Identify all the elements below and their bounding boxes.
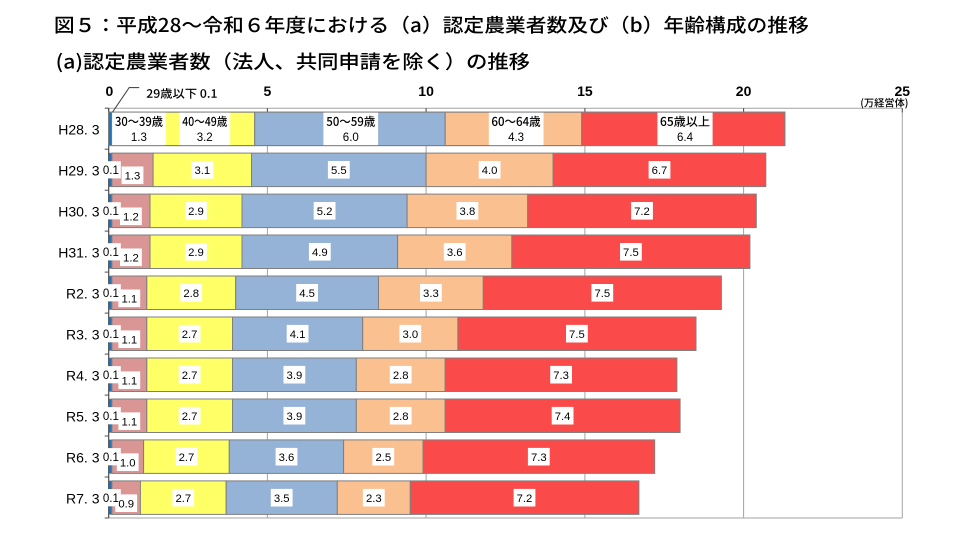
svg-text:R2. 3: R2. 3 — [66, 286, 100, 302]
svg-text:2.7: 2.7 — [179, 452, 195, 464]
svg-text:2.7: 2.7 — [182, 370, 198, 382]
svg-text:0.1: 0.1 — [103, 247, 119, 259]
svg-text:0.9: 0.9 — [118, 498, 134, 510]
svg-text:4.1: 4.1 — [290, 329, 306, 341]
svg-text:3.9: 3.9 — [287, 411, 303, 423]
svg-text:15: 15 — [577, 83, 593, 99]
svg-text:2.9: 2.9 — [188, 247, 204, 259]
svg-text:1.3: 1.3 — [131, 132, 147, 144]
svg-text:7.3: 7.3 — [553, 370, 569, 382]
svg-text:1.1: 1.1 — [121, 334, 137, 346]
svg-text:4.3: 4.3 — [508, 132, 524, 144]
svg-text:2.8: 2.8 — [393, 370, 409, 382]
svg-text:R3. 3: R3. 3 — [66, 326, 100, 342]
svg-text:3.5: 3.5 — [274, 493, 290, 505]
svg-text:1.1: 1.1 — [121, 416, 137, 428]
svg-text:R5. 3: R5. 3 — [66, 408, 100, 424]
svg-text:1.2: 1.2 — [123, 212, 139, 224]
svg-text:2.8: 2.8 — [393, 411, 409, 423]
svg-text:3.0: 3.0 — [402, 329, 418, 341]
svg-text:3.9: 3.9 — [287, 370, 303, 382]
svg-text:3.8: 3.8 — [460, 206, 476, 218]
svg-text:0.1: 0.1 — [103, 165, 119, 177]
svg-text:7.5: 7.5 — [569, 329, 585, 341]
svg-text:2.7: 2.7 — [182, 411, 198, 423]
svg-text:5: 5 — [264, 83, 272, 99]
svg-text:3.6: 3.6 — [447, 247, 463, 259]
svg-text:0.1: 0.1 — [103, 206, 119, 218]
svg-text:2.3: 2.3 — [366, 493, 382, 505]
svg-text:2.5: 2.5 — [375, 452, 391, 464]
svg-text:7.5: 7.5 — [623, 247, 639, 259]
svg-text:2.7: 2.7 — [175, 493, 191, 505]
svg-text:7.3: 7.3 — [531, 452, 547, 464]
svg-text:2.9: 2.9 — [188, 206, 204, 218]
svg-text:3.6: 3.6 — [279, 452, 295, 464]
svg-text:25: 25 — [895, 83, 911, 99]
svg-text:2.8: 2.8 — [183, 288, 199, 300]
svg-text:4.0: 4.0 — [482, 165, 498, 177]
svg-text:R7. 3: R7. 3 — [66, 490, 100, 506]
svg-text:1.0: 1.0 — [120, 457, 136, 469]
svg-text:7.2: 7.2 — [634, 206, 650, 218]
svg-text:3.2: 3.2 — [197, 132, 213, 144]
svg-text:2.7: 2.7 — [182, 329, 198, 341]
svg-text:H29. 3: H29. 3 — [58, 163, 99, 179]
svg-text:6.4: 6.4 — [677, 132, 694, 144]
svg-text:5.2: 5.2 — [317, 206, 333, 218]
svg-text:10: 10 — [418, 83, 434, 99]
svg-text:7.5: 7.5 — [594, 288, 610, 300]
svg-text:3.3: 3.3 — [423, 288, 439, 300]
svg-text:0.1: 0.1 — [103, 329, 119, 341]
svg-text:0.1: 0.1 — [103, 493, 119, 505]
svg-text:20: 20 — [736, 83, 752, 99]
svg-text:H31. 3: H31. 3 — [58, 245, 99, 261]
svg-text:3.1: 3.1 — [194, 165, 210, 177]
svg-text:R4. 3: R4. 3 — [66, 367, 100, 383]
svg-text:1.2: 1.2 — [123, 253, 139, 265]
svg-text:H28. 3: H28. 3 — [58, 122, 99, 138]
svg-text:6.7: 6.7 — [652, 165, 668, 177]
svg-text:H30. 3: H30. 3 — [58, 204, 99, 220]
svg-text:1.3: 1.3 — [125, 171, 141, 183]
svg-text:0.1: 0.1 — [103, 370, 119, 382]
svg-text:R6. 3: R6. 3 — [66, 449, 100, 465]
svg-text:1.1: 1.1 — [121, 375, 137, 387]
svg-text:0: 0 — [106, 83, 114, 99]
svg-text:0.1: 0.1 — [103, 288, 119, 300]
svg-text:4.5: 4.5 — [299, 288, 315, 300]
svg-text:4.9: 4.9 — [312, 247, 328, 259]
svg-text:7.4: 7.4 — [555, 411, 571, 423]
svg-text:5.5: 5.5 — [331, 165, 347, 177]
svg-text:6.0: 6.0 — [343, 132, 359, 144]
svg-text:0.1: 0.1 — [103, 411, 119, 423]
svg-text:1.1: 1.1 — [121, 294, 137, 306]
svg-text:0.1: 0.1 — [103, 452, 119, 464]
svg-text:7.2: 7.2 — [517, 493, 533, 505]
